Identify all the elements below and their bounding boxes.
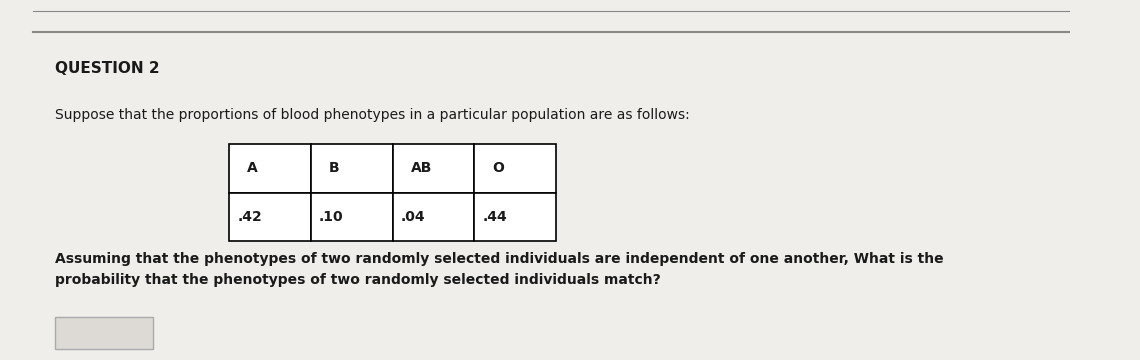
Bar [311,144,392,193]
Text: A: A [247,161,258,175]
Text: .42: .42 [237,210,262,224]
Text: .10: .10 [319,210,343,224]
Bar [229,144,311,193]
Text: O: O [492,161,504,175]
Text: Suppose that the proportions of blood phenotypes in a particular population are : Suppose that the proportions of blood ph… [55,108,690,122]
Text: .04: .04 [401,210,425,224]
Bar [474,193,556,241]
Bar [392,144,474,193]
Bar [311,193,392,241]
Bar [392,193,474,241]
Text: Assuming that the phenotypes of two randomly selected individuals are independen: Assuming that the phenotypes of two rand… [55,252,943,287]
Text: B: B [328,161,340,175]
Text: AB: AB [410,161,432,175]
Bar [55,317,153,349]
Bar [474,144,556,193]
Bar [229,193,311,241]
Text: .44: .44 [482,210,507,224]
Text: QUESTION 2: QUESTION 2 [55,61,160,76]
